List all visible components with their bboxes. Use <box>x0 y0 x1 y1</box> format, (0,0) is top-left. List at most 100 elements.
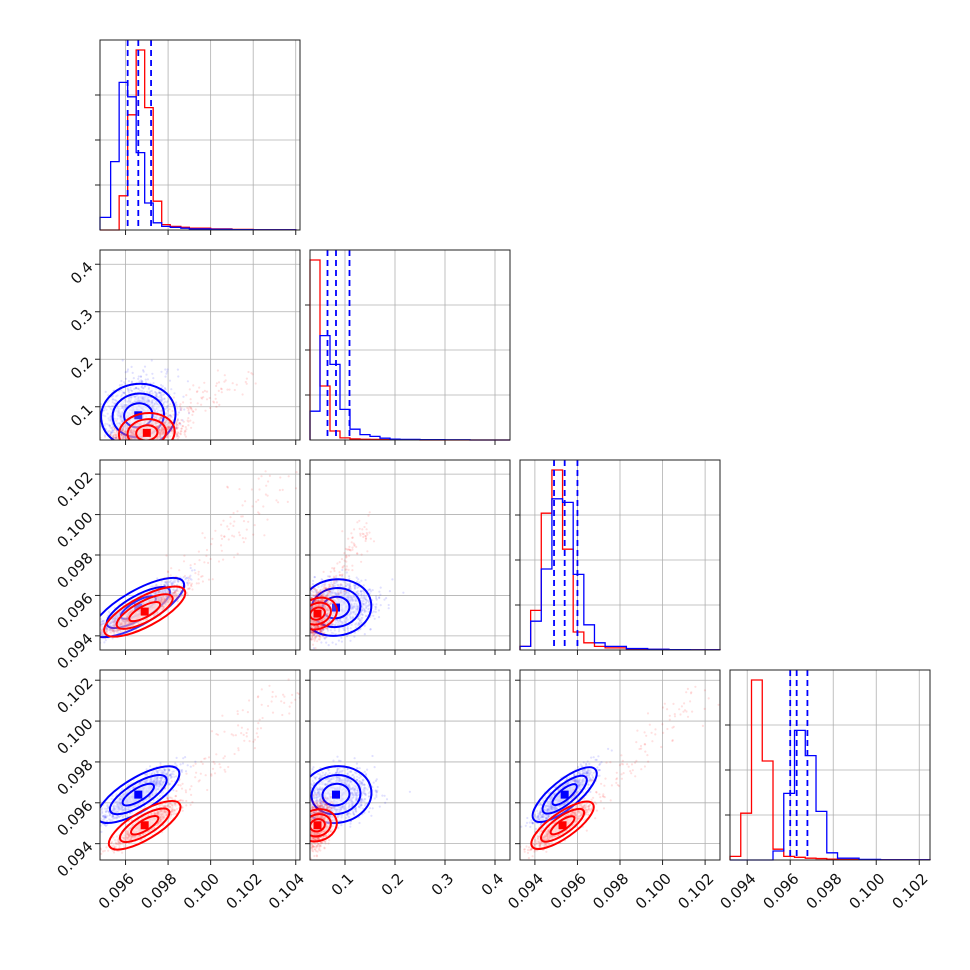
scatter-point <box>133 434 136 437</box>
scatter-point <box>122 427 125 430</box>
scatter-point <box>162 431 165 434</box>
scatter-point <box>140 422 143 425</box>
scatter-point <box>180 407 183 410</box>
scatter-point <box>152 404 155 407</box>
scatter-point <box>168 422 171 425</box>
scatter-point <box>137 444 139 446</box>
scatter-point <box>122 444 124 446</box>
scatter-point <box>132 431 135 434</box>
scatter-point <box>131 435 134 438</box>
scatter-point <box>218 403 221 406</box>
scatter-point <box>163 421 166 425</box>
scatter-point <box>113 398 116 402</box>
scatter-point <box>175 427 178 430</box>
scatter-point <box>167 426 170 429</box>
scatter-point <box>165 446 167 448</box>
scatter-point <box>153 404 156 407</box>
scatter-point <box>134 450 136 452</box>
scatter-point <box>134 400 137 403</box>
scatter-point <box>148 400 151 403</box>
scatter-point <box>124 430 127 433</box>
scatter-point <box>166 431 170 434</box>
scatter-point <box>112 436 115 439</box>
scatter-point <box>141 397 145 400</box>
scatter-point <box>121 427 124 430</box>
scatter-point <box>131 432 134 435</box>
scatter-point <box>164 421 167 424</box>
scatter-point <box>121 411 124 414</box>
scatter-point <box>184 435 187 438</box>
scatter-point <box>139 375 143 378</box>
scatter-point <box>156 395 159 399</box>
scatter-point <box>117 441 119 443</box>
scatter-point <box>150 389 154 392</box>
scatter-point <box>145 400 148 403</box>
scatter-point <box>168 414 172 417</box>
scatter-point <box>156 416 159 419</box>
scatter-point <box>161 429 164 432</box>
scatter-point <box>148 420 152 423</box>
scatter-point <box>154 390 157 394</box>
scatter-point <box>131 371 134 374</box>
scatter-point <box>135 417 138 420</box>
scatter-point <box>152 382 155 385</box>
scatter-point <box>155 407 158 410</box>
scatter-point <box>113 431 116 434</box>
scatter-point <box>109 418 112 421</box>
scatter-point <box>109 433 112 436</box>
scatter-point <box>159 431 162 434</box>
scatter-point <box>176 434 179 437</box>
scatter-point <box>148 458 150 460</box>
scatter-point <box>162 429 165 432</box>
scatter-point <box>178 422 181 425</box>
scatter-point <box>129 433 132 436</box>
scatter-point <box>215 382 218 385</box>
scatter-point <box>131 427 134 430</box>
scatter-point <box>107 445 109 447</box>
scatter-point <box>108 405 111 408</box>
scatter-point <box>112 436 115 439</box>
scatter-point <box>124 400 127 403</box>
scatter-point <box>160 428 163 431</box>
scatter-point <box>155 400 158 403</box>
scatter-point <box>142 442 144 444</box>
scatter-point <box>134 425 138 428</box>
scatter-point <box>203 389 206 392</box>
scatter-point <box>128 442 130 444</box>
scatter-point <box>135 394 138 397</box>
scatter-point <box>103 441 105 443</box>
scatter-point <box>145 445 147 447</box>
scatter-point <box>166 432 169 435</box>
scatter-point <box>100 403 103 406</box>
scatter-point <box>115 400 118 403</box>
scatter-point <box>136 441 138 443</box>
scatter-point <box>168 428 171 431</box>
scatter-point <box>138 400 141 403</box>
scatter-point <box>163 443 165 445</box>
scatter-point <box>121 413 124 416</box>
scatter-point <box>111 436 114 439</box>
scatter-point <box>170 426 173 429</box>
scatter-point <box>155 393 158 396</box>
scatter-point <box>122 426 125 429</box>
scatter-point <box>133 443 135 445</box>
panel-frame <box>309 249 511 441</box>
scatter-point <box>109 416 112 419</box>
scatter-point <box>179 432 182 435</box>
scatter-point <box>212 400 215 403</box>
scatter-point <box>132 436 135 439</box>
scatter-point <box>162 393 165 397</box>
scatter-point <box>130 431 133 434</box>
scatter-point <box>116 417 119 421</box>
scatter-point <box>121 407 124 410</box>
scatter-point <box>158 433 162 436</box>
scatter-point <box>108 443 110 445</box>
scatter-point <box>131 434 134 437</box>
scatter-point <box>108 424 111 428</box>
scatter-point <box>112 404 115 408</box>
scatter-point <box>134 441 136 443</box>
scatter-point <box>113 427 116 430</box>
scatter-point <box>159 394 162 397</box>
scatter-point <box>277 501 280 504</box>
scatter-point <box>125 403 128 407</box>
